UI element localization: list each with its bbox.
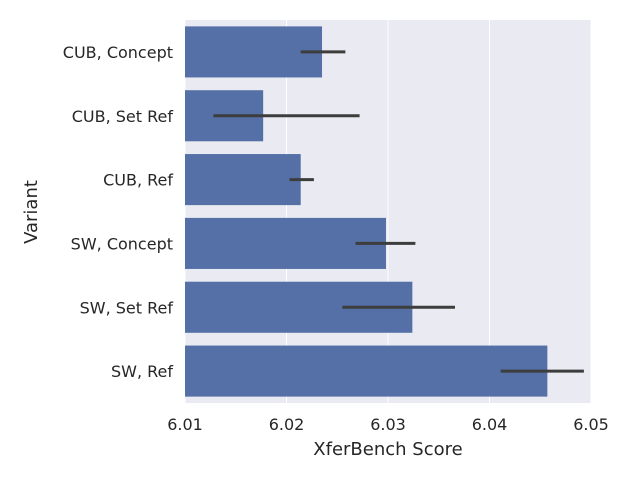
x-tick-label: 6.04 [472,415,508,434]
bar [185,217,386,269]
y-tick-label: CUB, Concept [63,43,173,62]
x-tick-labels: 6.01 6.02 6.03 6.04 6.05 [167,415,609,434]
x-tick-label: 6.01 [167,415,203,434]
x-axis-label: XferBench Score [313,439,462,460]
y-tick-label: CUB, Set Ref [72,107,174,126]
y-tick-label: SW, Set Ref [80,298,174,317]
bar [185,26,323,78]
y-tick-label: CUB, Ref [103,171,173,190]
gridlines [184,20,592,403]
x-tick-label: 6.05 [573,415,609,434]
y-tick-label: SW, Concept [71,234,173,253]
y-tick-labels: CUB, Concept CUB, Set Ref CUB, Ref SW, Conc… [63,43,174,381]
y-tick-label: SW, Ref [111,362,173,381]
bar [185,154,301,206]
x-tick-label: 6.03 [370,415,406,434]
bar [185,345,548,397]
y-axis-label: Variant [21,180,42,244]
x-tick-label: 6.02 [269,415,305,434]
error-bars [213,50,584,373]
